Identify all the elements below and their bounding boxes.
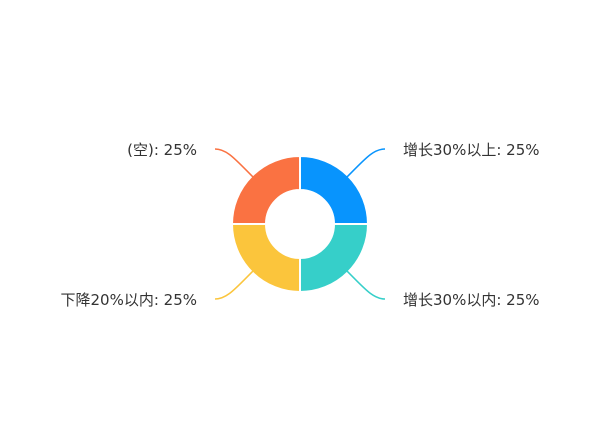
label-leader-line [214,270,254,300]
donut-slice[interactable] [230,223,301,294]
donut-slice[interactable] [299,223,370,294]
label-leader-line [214,148,254,178]
slice-label: (空): 25% [127,141,197,159]
slice-label: 增长30%以上: 25% [403,141,540,159]
label-leader-line [346,148,386,178]
donut-slice[interactable] [299,154,370,225]
slice-label: 下降20%以内: 25% [60,291,197,309]
donut-slice[interactable] [230,154,301,225]
label-leader-line [346,270,386,300]
slice-label: 增长30%以内: 25% [403,291,540,309]
